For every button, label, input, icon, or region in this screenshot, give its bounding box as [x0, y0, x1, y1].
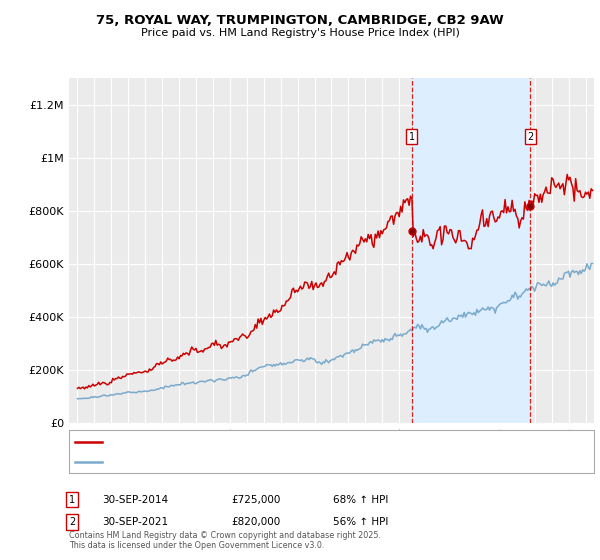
Text: 1: 1: [69, 494, 75, 505]
Text: 2: 2: [527, 132, 533, 142]
Text: Price paid vs. HM Land Registry's House Price Index (HPI): Price paid vs. HM Land Registry's House …: [140, 28, 460, 38]
Text: 30-SEP-2021: 30-SEP-2021: [102, 517, 168, 527]
Text: Contains HM Land Registry data © Crown copyright and database right 2025.
This d: Contains HM Land Registry data © Crown c…: [69, 530, 381, 550]
Text: 75, ROYAL WAY, TRUMPINGTON, CAMBRIDGE, CB2 9AW: 75, ROYAL WAY, TRUMPINGTON, CAMBRIDGE, C…: [96, 14, 504, 27]
Bar: [412, 78, 530, 423]
Text: £725,000: £725,000: [231, 494, 280, 505]
Text: £820,000: £820,000: [231, 517, 280, 527]
Text: 2: 2: [69, 517, 75, 527]
Text: HPI: Average price, semi-detached house, Cambridge: HPI: Average price, semi-detached house,…: [106, 457, 367, 467]
Text: 56% ↑ HPI: 56% ↑ HPI: [333, 517, 388, 527]
Text: 68% ↑ HPI: 68% ↑ HPI: [333, 494, 388, 505]
Text: 30-SEP-2014: 30-SEP-2014: [102, 494, 168, 505]
Text: 75, ROYAL WAY, TRUMPINGTON, CAMBRIDGE, CB2 9AW (semi-detached house): 75, ROYAL WAY, TRUMPINGTON, CAMBRIDGE, C…: [106, 437, 492, 447]
Text: 1: 1: [409, 132, 415, 142]
